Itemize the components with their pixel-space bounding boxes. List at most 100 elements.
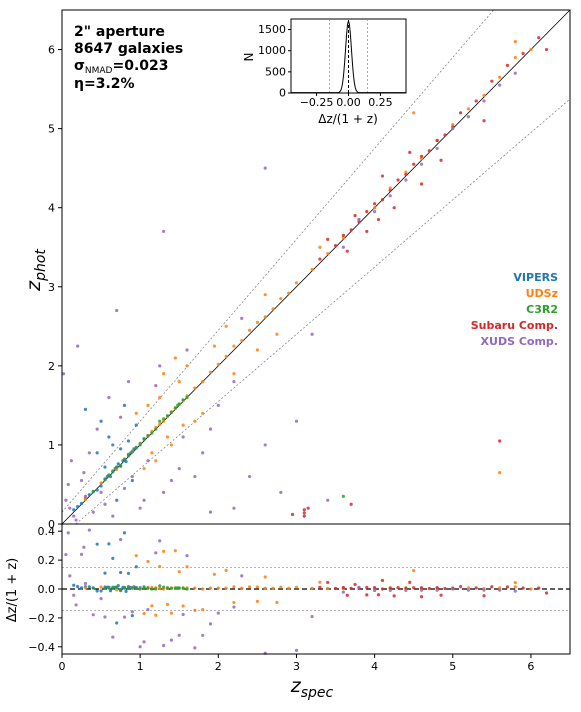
- point-xuds-comp: [142, 498, 146, 502]
- point-xuds-comp: [341, 245, 345, 249]
- residual-point-c3r2: [122, 585, 127, 589]
- point-udsz: [134, 411, 138, 415]
- point-vipers: [76, 505, 80, 509]
- point-xuds-comp: [69, 459, 73, 463]
- point-xuds-comp: [68, 506, 72, 510]
- residual-point-subaru-comp: [412, 586, 416, 590]
- point-xuds-comp: [162, 229, 166, 234]
- point-c3r2: [146, 434, 150, 438]
- residual-point-xuds-comp: [91, 613, 95, 617]
- point-xuds-comp: [119, 415, 123, 419]
- residual-point-c3r2: [146, 586, 150, 590]
- residual-point-subaru-comp: [380, 578, 385, 583]
- point-vipers: [107, 435, 111, 439]
- point-subaru-comp: [341, 233, 345, 237]
- residual-point-c3r2: [103, 586, 107, 590]
- residual-point-xuds-comp: [64, 553, 68, 557]
- residual-y-tick-label: 0.0: [38, 583, 56, 596]
- residual-point-xuds-comp: [341, 590, 345, 594]
- residual-point-xuds-comp: [83, 581, 88, 586]
- residual-point-xuds-comp: [79, 552, 84, 556]
- residual-point-udsz: [310, 586, 314, 590]
- point-vipers: [99, 419, 103, 423]
- point-subaru-comp: [408, 150, 412, 154]
- point-xuds-comp: [79, 478, 84, 483]
- point-xuds-comp: [357, 217, 361, 222]
- residual-point-subaru-comp: [490, 585, 494, 589]
- residual-point-c3r2: [107, 586, 111, 590]
- point-xuds-comp: [61, 372, 66, 376]
- point-subaru-comp: [544, 47, 549, 52]
- residual-point-udsz: [318, 580, 322, 584]
- residual-point-c3r2: [126, 586, 131, 590]
- point-subaru-comp: [373, 202, 377, 206]
- residual-point-subaru-comp: [505, 585, 510, 589]
- point-vipers: [122, 403, 127, 407]
- residual-point-xuds-comp: [310, 614, 314, 619]
- point-subaru-comp: [365, 210, 369, 214]
- residual-point-c3r2: [176, 586, 180, 590]
- residual-point-c3r2: [115, 585, 119, 589]
- point-xuds-comp: [138, 506, 142, 510]
- residual-point-udsz: [412, 569, 416, 573]
- residual-point-xuds-comp: [103, 615, 107, 619]
- point-udsz: [154, 459, 158, 463]
- point-vipers: [87, 493, 91, 497]
- residual-point-xuds-comp: [82, 545, 86, 549]
- residual-point-xuds-comp: [66, 531, 70, 535]
- residual-point-xuds-comp: [193, 646, 197, 650]
- point-subaru-comp: [380, 198, 385, 202]
- point-udsz: [193, 386, 197, 390]
- residual-point-subaru-comp: [435, 586, 439, 590]
- point-xuds-comp: [115, 308, 119, 313]
- point-xuds-comp: [373, 210, 377, 214]
- residual-point-c3r2: [162, 585, 166, 589]
- residual-point-vipers: [134, 565, 138, 569]
- residual-point-xuds-comp: [119, 537, 123, 542]
- residual-point-c3r2: [173, 586, 177, 590]
- residual-point-xuds-comp: [158, 539, 162, 543]
- residual-point-vipers: [79, 586, 84, 590]
- point-xuds-comp: [64, 498, 68, 502]
- residual-point-subaru-comp: [537, 586, 541, 590]
- point-c3r2: [173, 406, 177, 410]
- residual-point-subaru-comp: [427, 586, 431, 591]
- residual-point-subaru-comp: [365, 593, 369, 597]
- residual-point-xuds-comp: [181, 612, 185, 617]
- point-c3r2: [162, 417, 166, 421]
- residual-point-udsz: [255, 599, 259, 603]
- point-xuds-comp: [122, 486, 127, 491]
- residual-point-subaru-comp: [318, 585, 322, 589]
- point-udsz: [263, 315, 267, 319]
- residual-point-xuds-comp: [87, 528, 91, 532]
- point-xuds-comp: [482, 99, 486, 103]
- residual-point-c3r2: [158, 584, 162, 588]
- residual-point-c3r2: [130, 586, 134, 590]
- point-xuds-comp: [111, 514, 115, 518]
- main-y-tick-label: 1: [48, 439, 55, 452]
- residual-point-udsz: [224, 568, 228, 572]
- point-c3r2: [150, 431, 154, 435]
- residual-point-subaru-comp: [326, 580, 330, 585]
- point-xuds-comp: [208, 510, 213, 514]
- residual-point-subaru-comp: [439, 593, 443, 597]
- point-udsz: [185, 364, 189, 368]
- point-vipers: [115, 498, 119, 502]
- point-udsz: [466, 107, 470, 111]
- residual-point-udsz: [255, 585, 259, 589]
- point-vipers: [126, 439, 131, 443]
- point-udsz: [294, 281, 299, 285]
- residual-point-subaru-comp: [333, 586, 338, 590]
- point-xuds-comp: [247, 474, 252, 479]
- residual-point-xuds-comp: [177, 633, 181, 637]
- inset-y-tick-label: 500: [265, 65, 286, 78]
- point-udsz: [419, 157, 424, 161]
- residual-point-c3r2: [169, 586, 174, 590]
- residual-point-udsz: [173, 549, 177, 553]
- point-xuds-comp: [240, 316, 244, 320]
- point-xuds-comp: [83, 494, 88, 498]
- residual-point-xuds-comp: [138, 645, 142, 649]
- point-subaru-comp: [498, 439, 502, 443]
- residual-point-xuds-comp: [404, 588, 408, 592]
- point-vipers: [124, 459, 128, 464]
